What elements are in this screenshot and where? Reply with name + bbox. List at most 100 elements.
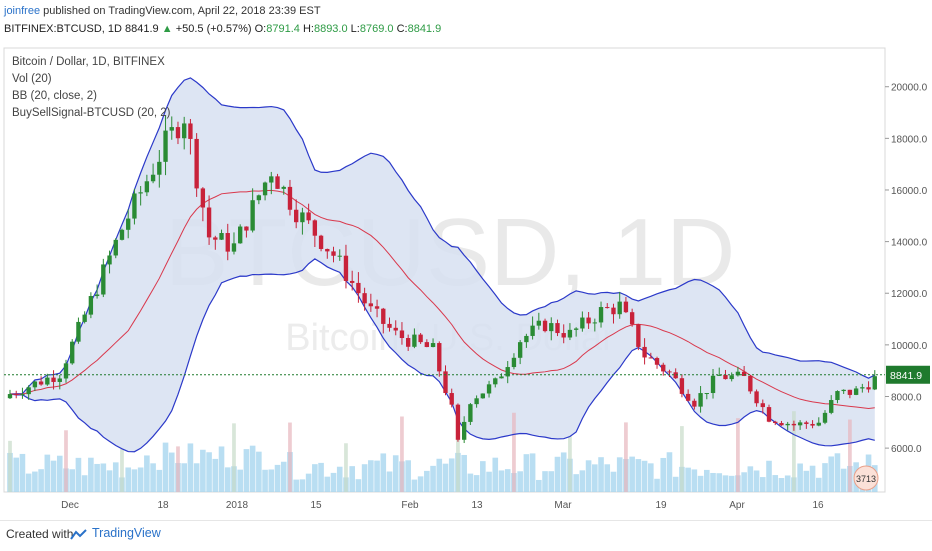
candle-body <box>654 358 660 365</box>
candle-body <box>517 342 523 358</box>
volume-bar <box>442 463 449 492</box>
candle-body <box>455 404 461 440</box>
y-tick-label: 6000.0 <box>891 444 922 455</box>
volume-spike <box>232 423 236 492</box>
candle-body <box>468 404 473 422</box>
volume-bar <box>778 478 785 492</box>
volume-bar <box>237 469 243 492</box>
candle-body <box>580 317 585 329</box>
chart-header: joinfree published on TradingView.com, A… <box>0 0 932 40</box>
open-label: O: <box>254 23 267 35</box>
volume-bar <box>579 470 586 492</box>
candle-body <box>673 372 678 379</box>
volume-bar <box>704 469 710 492</box>
candle-body <box>617 301 622 315</box>
open-value: 8791.4 <box>266 23 300 35</box>
x-tick-label: Dec <box>61 500 79 511</box>
volume-spike <box>176 446 180 492</box>
candle-body <box>779 423 784 426</box>
legend-signal[interactable]: BuySellSignal-BTCUSD (20, 2) <box>12 107 171 119</box>
volume-bar <box>697 475 704 492</box>
candle-body <box>312 220 318 236</box>
volume-spike <box>288 422 292 492</box>
author-link[interactable]: joinfree <box>4 5 41 17</box>
candle-body <box>281 186 286 189</box>
volume-spike <box>400 416 404 492</box>
candle-body <box>399 330 405 339</box>
candle-body <box>679 378 685 394</box>
candle-body <box>623 301 629 313</box>
volume-bar <box>598 457 604 492</box>
volume-bar <box>411 479 418 492</box>
volume-bar <box>585 460 592 492</box>
candle-body <box>119 229 125 240</box>
candle-body <box>306 212 311 221</box>
candle-body <box>698 393 703 407</box>
candle-body <box>219 233 224 240</box>
candle-body <box>605 307 610 309</box>
volume-bar <box>125 467 132 492</box>
candle-body <box>188 123 193 139</box>
volume-bar <box>660 457 667 492</box>
candle-body <box>45 377 50 385</box>
volume-bar <box>616 457 623 492</box>
tradingview-link[interactable]: TradingView <box>92 526 161 540</box>
candle-body <box>82 314 87 322</box>
volume-bar <box>716 473 723 492</box>
volume-bar <box>336 466 343 492</box>
volume-bar <box>523 454 530 492</box>
x-tick-label: 16 <box>812 500 824 511</box>
legend-vol[interactable]: Vol (20) <box>12 73 52 85</box>
volume-bar <box>517 471 523 492</box>
volume-bar <box>144 455 150 492</box>
candle-body <box>250 200 255 231</box>
candle-body <box>300 212 305 223</box>
volume-bar <box>772 475 779 492</box>
candle-body <box>368 303 374 307</box>
candle-body <box>14 394 19 396</box>
candle-body <box>26 387 31 395</box>
candle-body <box>629 312 635 325</box>
volume-bar <box>498 470 505 492</box>
volume-bar <box>610 471 617 492</box>
volume-bar <box>753 470 760 492</box>
candle-body <box>194 138 199 189</box>
bb-lower-line <box>9 258 875 453</box>
volume-bar <box>13 457 20 492</box>
volume-bar <box>88 457 94 492</box>
volume-bar <box>648 463 654 492</box>
candle-body <box>642 346 647 358</box>
candle-body <box>325 248 330 252</box>
candle-body <box>101 264 106 295</box>
candle-body <box>57 378 62 382</box>
candle-body <box>511 357 517 368</box>
legend-bb[interactable]: BB (20, close, 2) <box>12 90 98 102</box>
volume-bar <box>187 443 194 492</box>
candle-body <box>238 226 243 244</box>
volume-spike <box>848 419 852 492</box>
price-chart[interactable]: BTCUSD, 1DBitcoin / U.S. Dollar20000.018… <box>0 40 932 520</box>
candle-body <box>648 357 653 359</box>
candle-body <box>94 294 100 297</box>
volume-spike <box>64 430 68 492</box>
candle-body <box>536 320 541 326</box>
candle-body <box>866 387 871 390</box>
bb-basis-line <box>9 189 875 409</box>
candle-body <box>524 335 529 343</box>
candle-body <box>157 161 162 175</box>
flag-icon <box>853 465 879 491</box>
volume-bar <box>75 457 82 492</box>
legend-title[interactable]: Bitcoin / Dollar, 1D, BITFINEX <box>12 56 165 68</box>
volume-bar <box>784 475 791 492</box>
volume-spike <box>8 440 12 492</box>
candle-body <box>611 307 616 315</box>
volume-spike <box>120 449 124 492</box>
high-label: H: <box>302 23 314 35</box>
candle-body <box>791 423 797 426</box>
volume-bar <box>504 469 511 492</box>
candle-body <box>785 423 790 426</box>
candle-body <box>461 421 467 440</box>
candle-body <box>443 371 448 394</box>
volume-bar <box>573 474 579 492</box>
volume-bar <box>131 469 138 492</box>
